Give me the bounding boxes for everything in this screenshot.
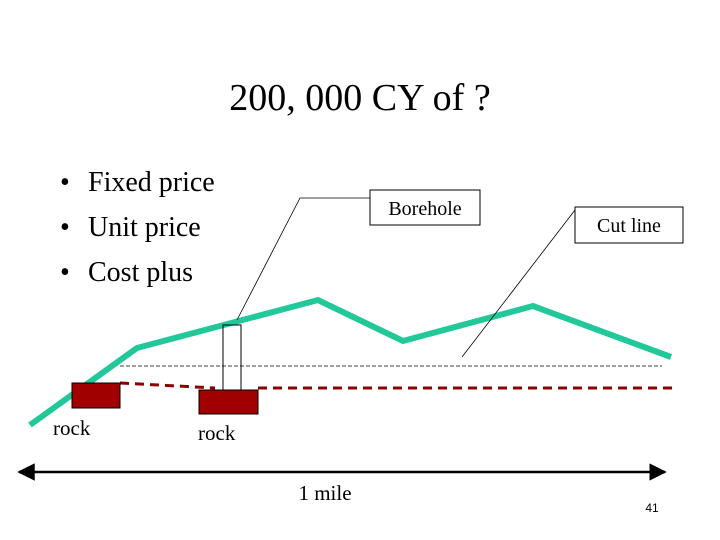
leader-line [461,209,576,358]
bullet-dot: • [60,212,70,243]
scale-label: 1 mile [298,481,351,505]
title: 200, 000 CY of ? [229,77,490,119]
callout-label: Cut line [597,215,661,237]
rock-line [119,381,216,390]
callout-box [369,189,481,226]
page-number: 41 [645,501,659,515]
rock-label: rock [53,416,91,440]
rock-label: rock [198,421,236,445]
bullet-list: • Fixed price • Unit price • Cost plus [60,167,215,288]
bullet: Unit price [88,212,201,243]
bullet: Cost plus [88,257,193,288]
rock-block [71,382,121,409]
rock-block [198,389,259,415]
borehole [222,324,242,391]
ground-profile [28,296,673,428]
bullet: Fixed price [88,167,215,198]
bullet-dot: • [60,167,70,198]
callout-box [574,206,684,244]
bullet-dot: • [60,257,70,288]
callout-label: Borehole [388,198,461,220]
leader-line [236,197,370,321]
